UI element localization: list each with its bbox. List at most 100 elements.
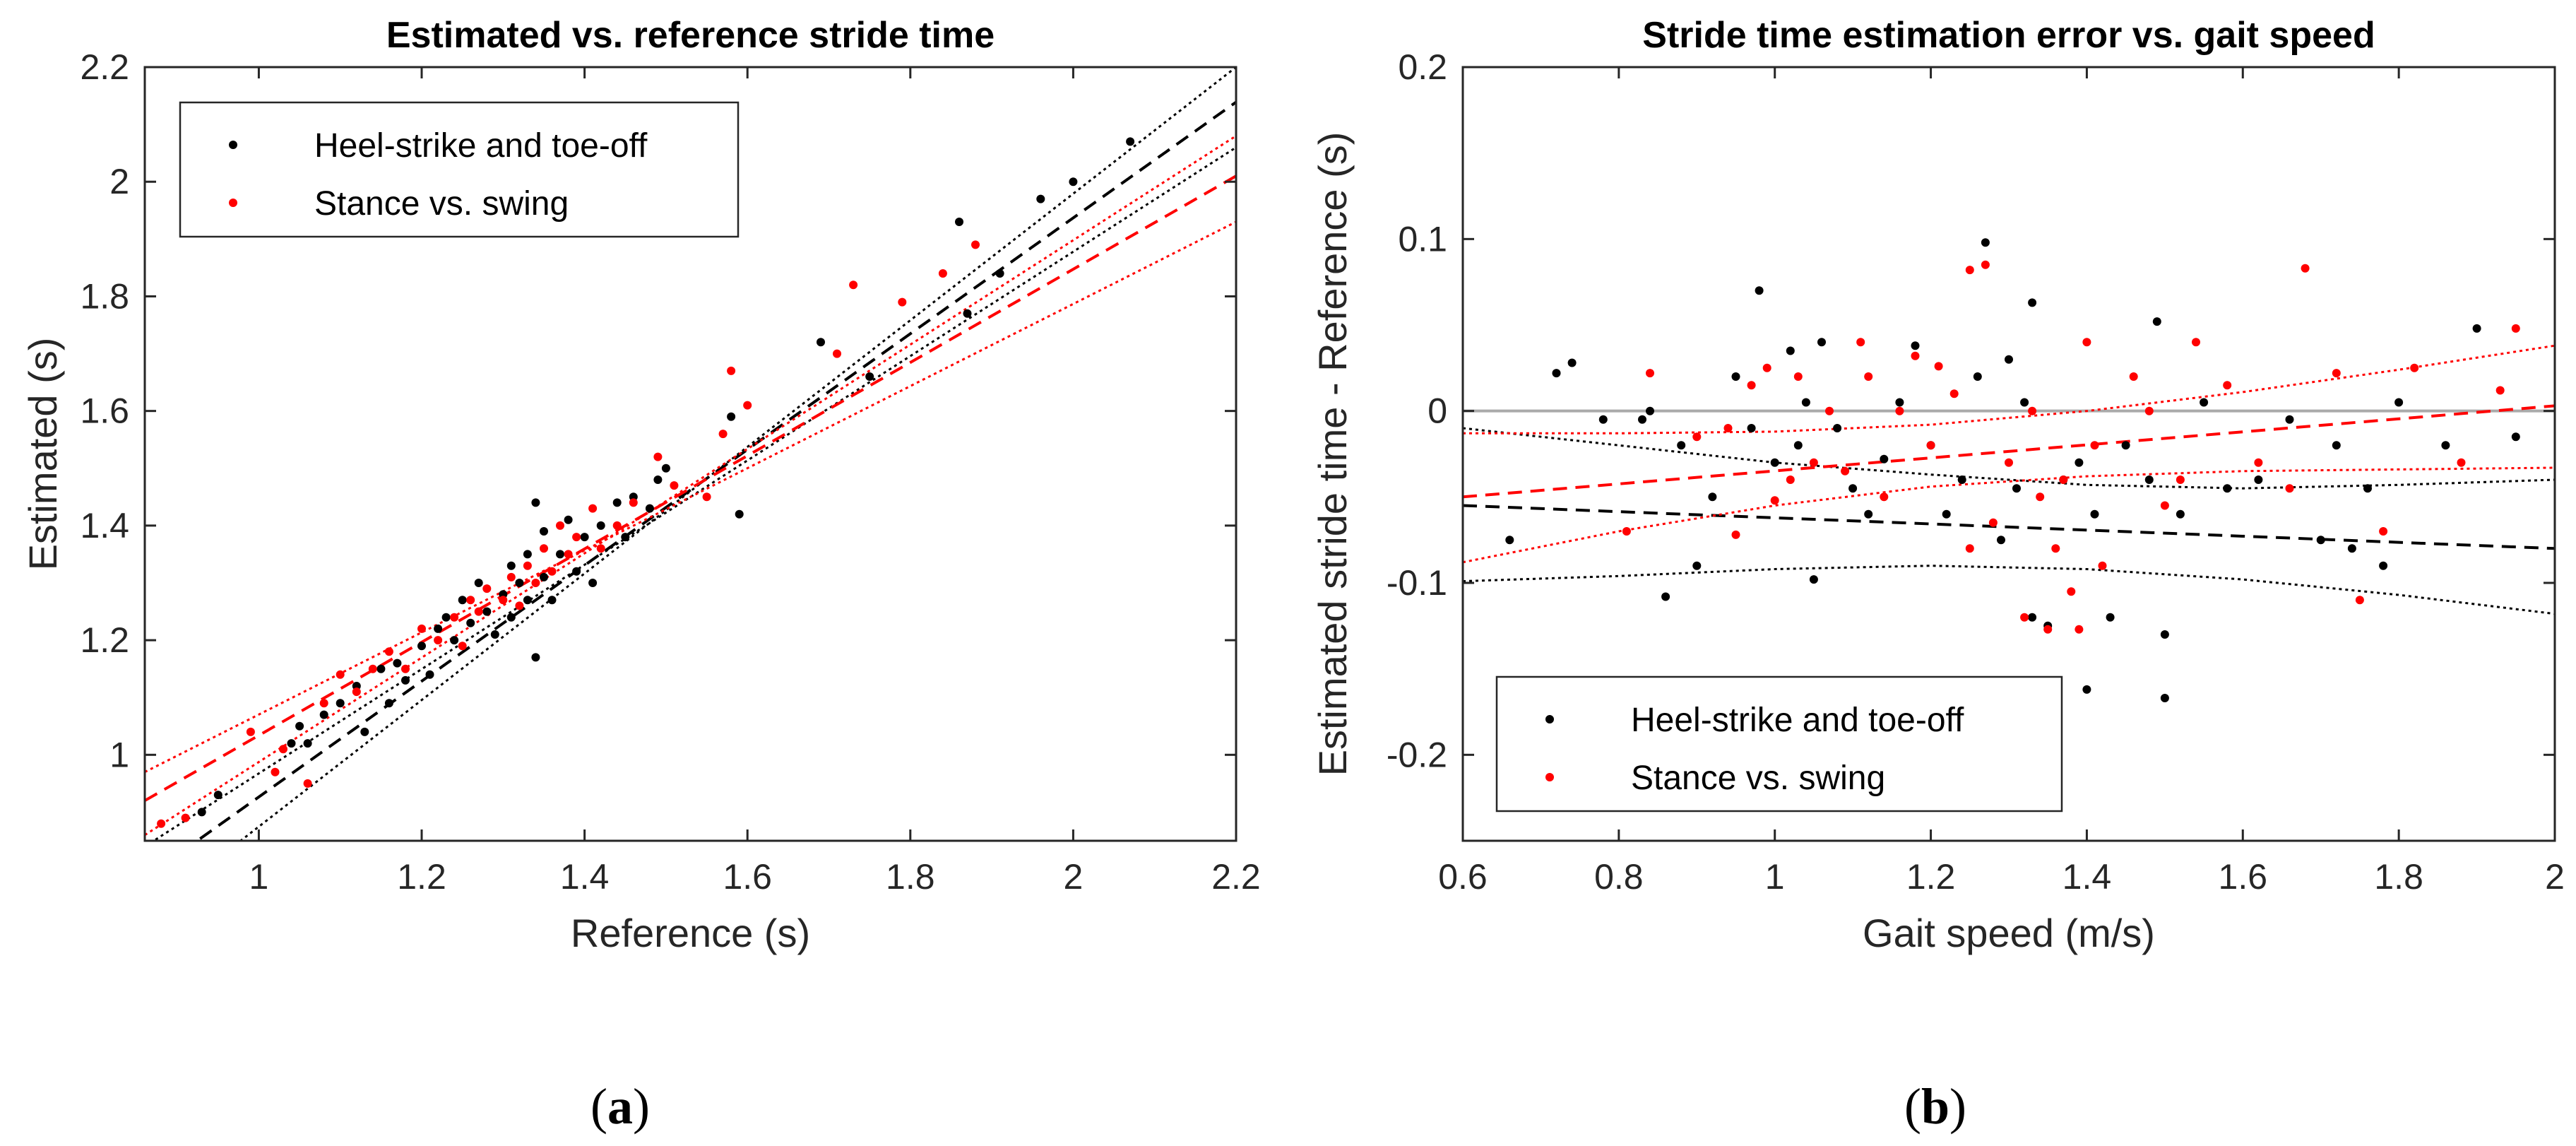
data-point-heel-strike xyxy=(2152,317,2161,326)
data-point-heel-strike xyxy=(2106,613,2115,622)
data-point-stance-swing xyxy=(670,481,679,490)
x-axis-label: Gait speed (m/s) xyxy=(1863,911,2155,955)
x-tick-label: 1.6 xyxy=(723,857,772,897)
data-point-heel-strike xyxy=(2394,398,2404,407)
fit-line-0 xyxy=(194,100,1236,841)
data-point-heel-strike xyxy=(1598,415,1608,424)
data-point-heel-strike xyxy=(506,561,516,570)
data-point-heel-strike xyxy=(1505,536,1514,545)
data-point-heel-strike xyxy=(580,533,589,542)
data-point-heel-strike xyxy=(1036,194,1045,203)
data-point-stance-swing xyxy=(352,687,361,697)
caption-b-label: b xyxy=(1921,1078,1950,1135)
data-point-heel-strike xyxy=(2144,475,2154,484)
data-point-stance-swing xyxy=(2082,338,2091,347)
data-point-stance-swing xyxy=(319,699,328,708)
data-point-stance-swing xyxy=(2192,338,2200,347)
data-point-stance-swing xyxy=(1723,424,1733,432)
data-point-stance-swing xyxy=(401,664,410,673)
legend: Heel-strike and toe-off Stance vs. swing xyxy=(179,101,740,238)
data-point-heel-strike xyxy=(482,607,492,616)
confidence-line-1 xyxy=(239,67,1236,841)
y-tick-label: 2.2 xyxy=(80,47,129,87)
data-point-stance-swing xyxy=(2075,625,2084,634)
data-point-heel-strike xyxy=(2176,509,2185,519)
data-point-stance-swing xyxy=(181,813,190,822)
data-point-stance-swing xyxy=(482,584,492,593)
data-point-heel-strike xyxy=(2472,324,2481,333)
x-axis-label: Reference (s) xyxy=(571,911,810,955)
data-point-stance-swing xyxy=(596,544,605,553)
data-point-heel-strike xyxy=(425,670,434,679)
legend-box xyxy=(1495,675,2063,813)
data-point-stance-swing xyxy=(2254,458,2263,467)
data-point-heel-strike xyxy=(2160,694,2169,702)
data-point-heel-strike xyxy=(2160,630,2169,639)
data-point-heel-strike xyxy=(612,498,622,507)
data-point-heel-strike xyxy=(474,579,483,587)
data-point-stance-swing xyxy=(523,561,532,570)
x-tick-label: 2 xyxy=(2545,857,2565,897)
y-axis-label: Estimated (s) xyxy=(20,338,65,571)
data-point-heel-strike xyxy=(645,504,654,513)
data-point-heel-strike xyxy=(1895,398,1904,407)
data-point-heel-strike xyxy=(2028,298,2037,307)
data-point-stance-swing xyxy=(547,567,557,576)
data-point-heel-strike xyxy=(197,808,206,817)
data-point-stance-swing xyxy=(515,601,524,610)
data-point-stance-swing xyxy=(898,297,907,307)
x-tick-label: 2.2 xyxy=(1211,857,1261,897)
data-point-stance-swing xyxy=(458,642,467,651)
data-point-stance-swing xyxy=(1793,372,1803,381)
data-point-stance-swing xyxy=(2410,363,2419,372)
data-point-heel-strike xyxy=(1957,475,1966,484)
data-point-stance-swing xyxy=(466,596,475,605)
data-point-heel-strike xyxy=(2075,458,2084,467)
data-point-heel-strike xyxy=(384,699,393,708)
data-point-stance-swing xyxy=(2067,587,2076,596)
data-point-stance-swing xyxy=(1809,458,1818,467)
data-point-heel-strike xyxy=(2511,432,2520,442)
data-point-stance-swing xyxy=(434,636,443,645)
data-point-heel-strike xyxy=(287,739,296,748)
data-point-heel-strike xyxy=(2316,536,2325,545)
data-point-stance-swing xyxy=(1895,406,1904,415)
data-point-stance-swing xyxy=(1786,475,1795,484)
data-point-heel-strike xyxy=(213,791,222,800)
caption-a-label: a xyxy=(607,1078,633,1135)
y-tick-label: 0.1 xyxy=(1398,219,1447,259)
legend-label-heel-strike: Heel-strike and toe-off xyxy=(314,127,648,165)
data-point-stance-swing xyxy=(2160,501,2169,510)
data-point-heel-strike xyxy=(319,710,328,719)
plot-frame xyxy=(1461,66,2556,842)
y-tick-label: -0.1 xyxy=(1387,563,1447,603)
data-point-heel-strike xyxy=(1646,406,1654,415)
legend-marker-heel-strike xyxy=(229,141,237,149)
legend-marker-stance-swing xyxy=(1545,773,1554,781)
data-point-stance-swing xyxy=(1965,266,1974,275)
data-point-heel-strike xyxy=(303,739,312,748)
data-point-stance-swing xyxy=(499,596,508,605)
data-point-heel-strike xyxy=(1942,509,1951,519)
data-point-stance-swing xyxy=(2059,475,2068,484)
data-point-heel-strike xyxy=(531,653,540,662)
data-point-heel-strike xyxy=(1911,341,1920,350)
data-point-heel-strike xyxy=(540,527,548,536)
data-point-stance-swing xyxy=(384,647,393,656)
data-point-heel-strike xyxy=(1126,137,1135,146)
data-point-stance-swing xyxy=(2355,596,2364,605)
data-point-heel-strike xyxy=(1567,358,1577,367)
data-point-heel-strike xyxy=(556,550,564,559)
data-point-heel-strike xyxy=(458,596,467,605)
data-point-stance-swing xyxy=(1762,363,1771,372)
data-point-stance-swing xyxy=(1965,544,1974,553)
data-point-stance-swing xyxy=(2457,458,2466,467)
y-tick-label: 0 xyxy=(1428,391,1447,431)
data-point-heel-strike xyxy=(1981,238,1990,247)
data-point-heel-strike xyxy=(393,658,402,668)
data-point-heel-strike xyxy=(360,727,369,736)
y-axis-label: Estimated stride time - Reference (s) xyxy=(1310,132,1355,776)
legend-marker-heel-strike xyxy=(1545,715,1554,723)
